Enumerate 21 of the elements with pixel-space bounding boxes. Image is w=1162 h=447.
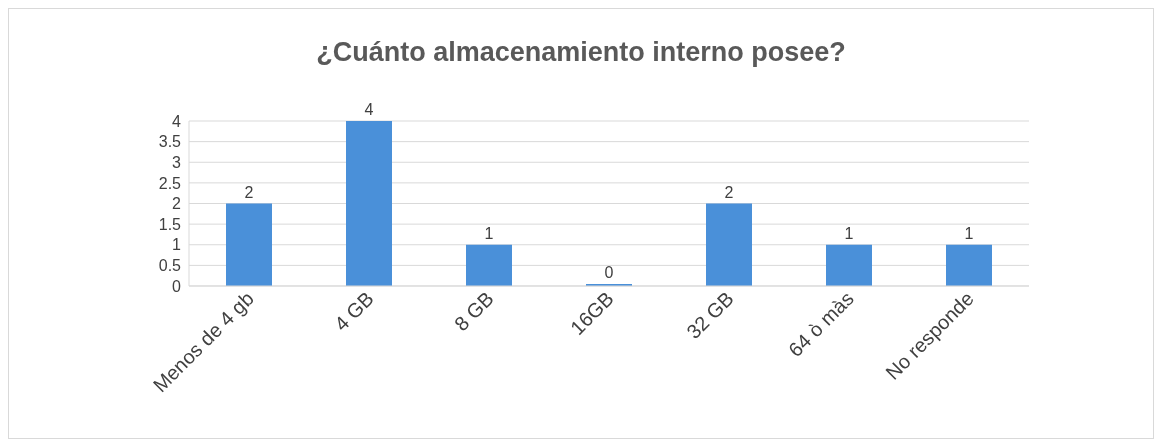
data-label: 1: [484, 224, 494, 242]
data-label: 1: [964, 224, 974, 242]
y-tick-label: 2: [172, 195, 182, 213]
y-tick-label: 0.5: [158, 257, 182, 275]
y-tick-label: 1.5: [158, 215, 182, 233]
x-tick-label: 32 GB: [682, 287, 738, 343]
y-tick-label: 3: [172, 153, 182, 171]
x-tick-label: 4 GB: [330, 287, 378, 336]
y-tick-label: 1: [172, 236, 182, 254]
data-label: 0: [604, 264, 614, 281]
x-tick-label: 64 ò màs: [784, 287, 858, 361]
data-label: 4: [364, 101, 374, 118]
y-tick-label: 3.5: [158, 133, 182, 151]
x-tick-label: 8 GB: [450, 287, 498, 336]
y-tick-label: 4: [172, 112, 182, 130]
data-label: 2: [244, 183, 254, 201]
chart-title: ¿Cuánto almacenamiento interno posee?: [315, 36, 847, 69]
y-tick-label: 0: [172, 277, 182, 295]
y-tick-label: 2.5: [158, 174, 182, 192]
data-label: 2: [724, 183, 734, 201]
data-label: 1: [844, 224, 854, 242]
